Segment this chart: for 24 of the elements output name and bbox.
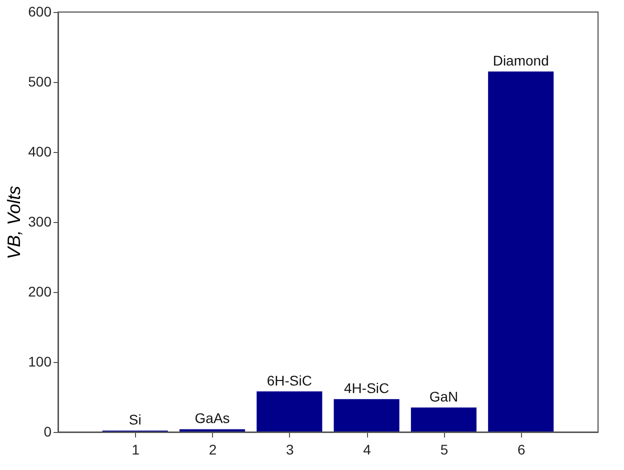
- y-tick-label: 0: [44, 424, 52, 440]
- x-tick-label: 6: [517, 442, 526, 458]
- x-tick-label: 4: [363, 442, 372, 458]
- y-tick-label: 500: [28, 74, 52, 90]
- x-tick-label: 2: [208, 442, 217, 458]
- y-tick-label: 300: [28, 214, 52, 230]
- annotation: GaN: [429, 388, 458, 404]
- annotation: 6H-SiC: [266, 372, 312, 388]
- annotation: 4H-SiC: [344, 380, 390, 396]
- bar: [334, 399, 400, 432]
- y-tick-label: 200: [28, 284, 52, 300]
- annotation: GaAs: [194, 410, 230, 426]
- x-tick-label: 1: [132, 442, 140, 458]
- bar: [256, 391, 322, 432]
- bar: [410, 408, 476, 432]
- x-tick-label: 5: [440, 442, 448, 458]
- annotation: Diamond: [492, 52, 549, 68]
- y-tick-label: 100: [28, 354, 52, 370]
- annotation: Si: [128, 412, 142, 428]
- y-axis-title: VB, Volts: [4, 186, 24, 260]
- x-tick-label: 3: [286, 442, 294, 458]
- y-tick-label: 600: [28, 4, 52, 20]
- bar: [488, 72, 554, 432]
- y-tick-label: 400: [28, 144, 52, 160]
